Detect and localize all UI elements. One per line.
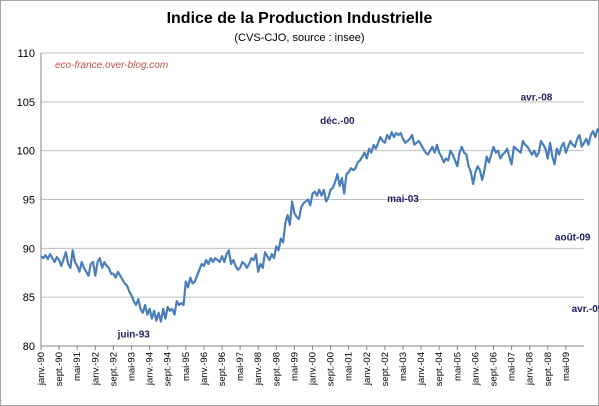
annotation-label: avr.-09 [572,304,599,315]
x-tick-label: mai-03 [398,352,409,381]
y-tick-label: 80 [23,341,35,353]
annotation-label: juin-93 [117,330,151,341]
chart-subtitle: (CVS-CJO, source : insee) [234,32,365,44]
y-tick-label: 85 [23,292,35,304]
series-line [40,128,599,323]
x-tick-label: mai-99 [289,352,300,381]
x-tick-label: mai-09 [561,352,572,381]
y-tick-label: 105 [17,97,35,109]
y-tick-label: 100 [17,146,35,158]
x-tick-label: janv.-02 [362,352,373,386]
x-tick-label: sept.-04 [434,352,445,386]
x-tick-label: sept.-00 [326,352,337,386]
x-tick-label: sept.-06 [489,352,500,386]
x-tick-label: sept.-98 [271,352,282,386]
x-tick-label: mai-05 [452,352,463,381]
x-tick-label: mai-91 [72,352,83,381]
x-tick-label: janv.-04 [416,352,427,386]
x-tick-label: mai-93 [127,352,138,381]
annotation-label: août-09 [555,232,591,243]
x-tick-label: janv.-08 [525,352,536,386]
x-tick-label: sept.-08 [543,352,554,386]
x-tick-label: sept.-96 [217,352,228,386]
x-tick-label: mai-95 [181,352,192,381]
x-tick-label: janv.-96 [199,352,210,386]
annotation-label: avr.-08 [521,93,553,104]
x-tick-label: mai-97 [235,352,246,381]
x-tick-label: mai-01 [344,352,355,381]
y-tick-label: 110 [17,48,35,60]
x-tick-label: sept.-92 [108,352,119,386]
x-tick-label: janv.-92 [90,352,101,386]
watermark-text: eco-france.over-blog.com [55,60,169,71]
x-tick-label: janv.-98 [253,352,264,386]
y-tick-label: 95 [23,195,35,207]
x-tick-label: sept.-02 [380,352,391,386]
x-tick-label: sept.-94 [163,352,174,386]
chart-title: Indice de la Production Industrielle [166,10,433,27]
x-tick-label: janv.-90 [36,352,47,386]
x-tick-label: janv.-00 [308,352,319,386]
x-tick-label: sept.-90 [54,352,65,386]
x-tick-label: janv.-94 [145,352,156,386]
y-tick-label: 90 [23,243,35,255]
x-tick-label: mai-07 [507,352,518,381]
annotation-label: mai-03 [387,194,419,205]
x-tick-label: janv.-06 [470,352,481,386]
annotation-label: déc.-00 [320,116,355,127]
